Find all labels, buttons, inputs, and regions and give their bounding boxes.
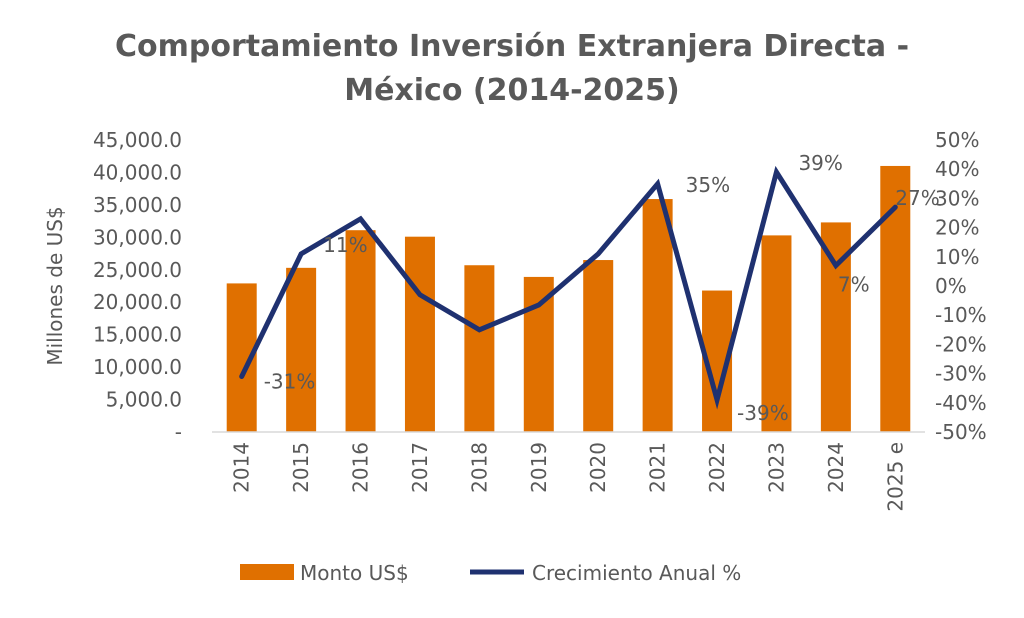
y-tick-label: -: [175, 420, 182, 444]
y-tick-label: 30,000.0: [93, 225, 182, 249]
y2-tick-label: -30%: [935, 362, 987, 386]
y2-tick-label: 0%: [935, 274, 967, 298]
y2-tick-label: -40%: [935, 391, 987, 415]
data-label: 27%: [895, 186, 939, 210]
bar-2021: [643, 199, 673, 432]
y2-tick-label: 50%: [935, 128, 979, 152]
y-tick-label: 45,000.0: [93, 128, 182, 152]
bar-2015: [286, 268, 316, 432]
chart-title-line-2: México (2014-2025): [344, 73, 680, 108]
data-label: -39%: [737, 401, 789, 425]
x-tick-label: 2024: [824, 442, 848, 493]
y2-tick-label: 10%: [935, 245, 979, 269]
bar-2016: [346, 230, 376, 432]
x-tick-label: 2017: [408, 442, 432, 493]
legend-label-crecimiento: Crecimiento Anual %: [532, 561, 741, 585]
y-tick-label: 10,000.0: [93, 355, 182, 379]
y-tick-label: 20,000.0: [93, 290, 182, 314]
y-tick-label: 5,000.0: [106, 388, 182, 412]
y-tick-label: 40,000.0: [93, 160, 182, 184]
y2-tick-label: 20%: [935, 216, 979, 240]
x-tick-label: 2022: [705, 442, 729, 493]
y2-tick-label: 40%: [935, 157, 979, 181]
x-tick-label: 2015: [289, 442, 313, 493]
legend-label-monto: Monto US$: [300, 561, 409, 585]
y-tick-label: 35,000.0: [93, 193, 182, 217]
data-label: 11%: [323, 233, 367, 257]
x-tick-label: 2018: [467, 442, 491, 493]
data-label: 35%: [686, 173, 730, 197]
y2-tick-label: 30%: [935, 186, 979, 210]
x-tick-label: 2019: [527, 442, 551, 493]
bar-2019: [524, 277, 554, 432]
growth-line: [242, 172, 896, 400]
data-label: -31%: [264, 370, 316, 394]
bar-2018: [464, 265, 494, 432]
bar-2017: [405, 237, 435, 432]
x-tick-label: 2023: [764, 442, 788, 493]
x-tick-label: 2021: [646, 442, 670, 493]
y2-tick-label: -20%: [935, 332, 987, 356]
y-tick-label: 25,000.0: [93, 258, 182, 282]
data-label: 7%: [838, 273, 870, 297]
x-tick-label: 2025 e: [883, 442, 907, 512]
legend-swatch-monto: [240, 564, 294, 580]
data-label: 39%: [798, 151, 842, 175]
y2-tick-label: -10%: [935, 303, 987, 327]
x-tick-label: 2014: [230, 442, 254, 493]
x-tick-label: 2020: [586, 442, 610, 493]
y-axis-title: Millones de US$: [43, 206, 67, 365]
bar-2020: [583, 260, 613, 432]
y-tick-label: 15,000.0: [93, 323, 182, 347]
x-tick-label: 2016: [349, 442, 373, 493]
y2-tick-label: -50%: [935, 420, 987, 444]
chart-title-line-1: Comportamiento Inversión Extranjera Dire…: [115, 29, 909, 64]
